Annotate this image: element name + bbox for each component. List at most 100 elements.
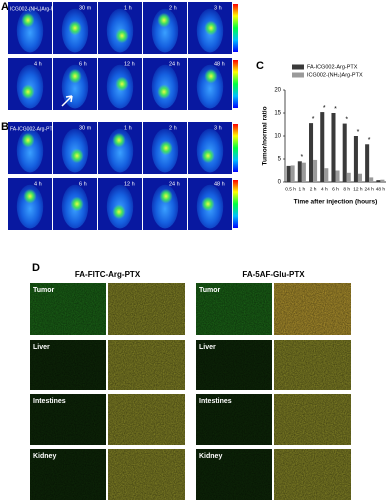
significance-mark: * — [312, 116, 315, 123]
time-label: 2 h — [169, 5, 177, 11]
signal — [115, 28, 129, 44]
bar — [297, 161, 302, 182]
time-label: 12 h — [124, 61, 135, 67]
signal — [21, 132, 35, 148]
color-scale — [233, 180, 238, 228]
signal — [68, 20, 82, 36]
image-panels: ICG002-(NH₂)Arg-PTX 30 m 1 h 2 h 3 h 4 h 6 h 12… — [8, 2, 351, 500]
legend-label: ICG002-(NH₂)Arg-PTX — [307, 72, 363, 78]
bar — [309, 123, 314, 182]
time-label: 24 h — [169, 181, 180, 187]
panel-letter: B — [1, 121, 9, 133]
signal — [21, 12, 35, 28]
bar — [286, 165, 291, 182]
significance-mark: * — [300, 154, 303, 161]
color-scale — [233, 4, 238, 52]
bar — [290, 165, 295, 182]
significance-mark: * — [323, 105, 326, 112]
y-tick-label: 0 — [278, 180, 282, 186]
fluorescence-texture — [30, 340, 106, 390]
row-label: Tumor — [33, 287, 55, 294]
y-tick-label: 15 — [274, 111, 281, 117]
signal — [23, 188, 37, 204]
time-label: 4 h — [34, 181, 42, 187]
signal — [159, 140, 173, 156]
fluorescence-texture — [196, 394, 272, 445]
signal — [204, 68, 218, 84]
bar — [301, 162, 306, 182]
significance-mark: * — [345, 116, 348, 123]
time-label: 48 h — [214, 61, 225, 67]
brightfield-texture — [274, 449, 351, 500]
bar — [369, 177, 374, 182]
x-tick-label: 0.5 h — [285, 186, 296, 192]
panel-letter: D — [32, 262, 40, 274]
group-label: FA-ICG002-Arg-PTX — [10, 126, 57, 132]
signal — [159, 188, 173, 204]
bar — [346, 172, 351, 182]
mouse-body — [16, 184, 44, 229]
x-tick-label: 8 h — [343, 186, 350, 192]
time-label: 12 h — [124, 181, 135, 187]
signal — [201, 148, 215, 164]
brightfield-texture — [274, 394, 351, 445]
bar — [335, 170, 340, 182]
signal — [70, 148, 84, 164]
time-label: 30 m — [79, 5, 92, 11]
time-label: 4 h — [34, 61, 42, 67]
bar — [313, 159, 318, 182]
brightfield-texture — [274, 283, 351, 335]
brightfield-texture — [108, 283, 185, 335]
time-label: 2 h — [169, 125, 177, 131]
bar — [353, 136, 358, 182]
y-tick-label: 5 — [278, 157, 282, 163]
x-tick-label: 48 h — [376, 186, 386, 192]
panel-letter: C — [256, 60, 264, 72]
row-label: Intestines — [199, 398, 232, 405]
y-tick-label: 10 — [274, 134, 281, 140]
significance-mark: * — [368, 137, 371, 144]
row-label: Liver — [33, 344, 50, 351]
bar — [320, 112, 325, 182]
brightfield-texture — [108, 394, 185, 445]
fluorescence-texture — [30, 449, 106, 500]
signal — [68, 68, 82, 84]
mouse-body — [61, 64, 89, 109]
x-tick-label: 2 h — [310, 186, 317, 192]
y-axis-title: Tumor/normal ratio — [262, 106, 269, 165]
signal — [21, 84, 35, 100]
x-tick-label: 12 h — [353, 186, 363, 192]
arrow — [61, 95, 73, 107]
time-label: 6 h — [79, 181, 87, 187]
signal — [115, 76, 129, 92]
y-tick-label: 20 — [274, 88, 281, 94]
row-label: Kidney — [199, 453, 222, 460]
row-label: Intestines — [33, 398, 66, 405]
signal — [201, 196, 215, 212]
row-label: Liver — [199, 344, 216, 351]
legend-swatch — [292, 64, 304, 70]
time-label: 3 h — [214, 5, 222, 11]
bar — [380, 179, 385, 182]
time-label: 3 h — [214, 125, 222, 131]
x-tick-label: 1 h — [298, 186, 305, 192]
x-axis-title: Time after injection (hours) — [294, 199, 378, 206]
brightfield-texture — [108, 449, 185, 500]
bar — [324, 168, 329, 182]
fluorescence-texture — [196, 449, 272, 500]
bar — [365, 144, 370, 182]
signal — [112, 132, 126, 148]
x-tick-label: 4 h — [321, 186, 328, 192]
signal — [70, 196, 84, 212]
color-scale — [233, 60, 238, 108]
signal — [204, 20, 218, 36]
time-label: 24 h — [169, 61, 180, 67]
bar — [357, 173, 362, 182]
fluorescence-texture — [30, 394, 106, 445]
time-label: 1 h — [124, 5, 132, 11]
x-tick-label: 6 h — [332, 186, 339, 192]
fluorescence-texture — [196, 340, 272, 390]
time-label: 6 h — [79, 61, 87, 67]
legend-swatch — [292, 72, 304, 78]
